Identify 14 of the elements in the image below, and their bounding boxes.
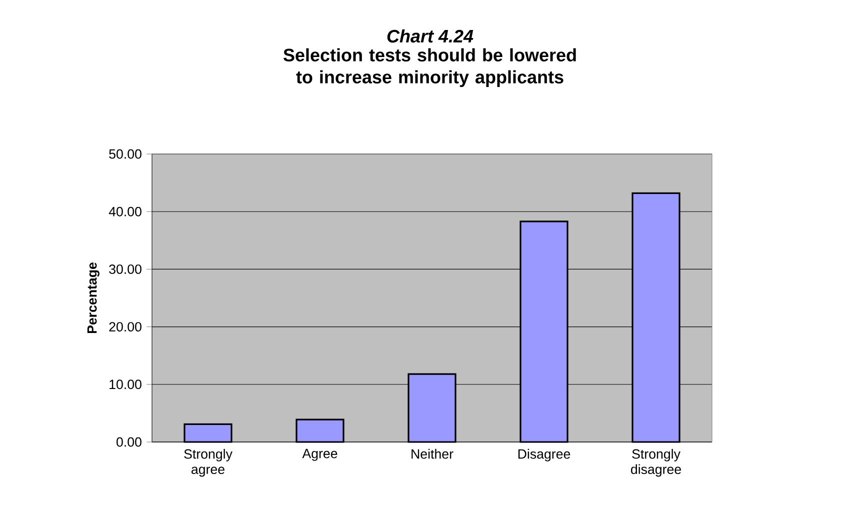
x-tick-label: Strongly agree (184, 448, 232, 477)
y-tick-label: 0.00 (116, 437, 142, 447)
x-tick-label: Strongly disagree (630, 448, 681, 477)
y-tick-label: 20.00 (109, 322, 142, 332)
y-tick-label: 40.00 (108, 206, 142, 216)
chart-title: Chart 4.24 (387, 29, 474, 43)
x-tick-label: Neither (412, 448, 454, 459)
y-tick-label: 50.00 (109, 149, 142, 159)
y-tick-label: 10.00 (110, 380, 142, 390)
y-axis-title: Percentage (87, 262, 100, 334)
x-tick-label: Disagree (518, 448, 570, 462)
x-tick-label: Agree (302, 448, 338, 461)
y-tick-label: 30.00 (109, 264, 142, 274)
chart-subtitle: Selection tests should be lowered to increase minority applicants (283, 48, 576, 88)
